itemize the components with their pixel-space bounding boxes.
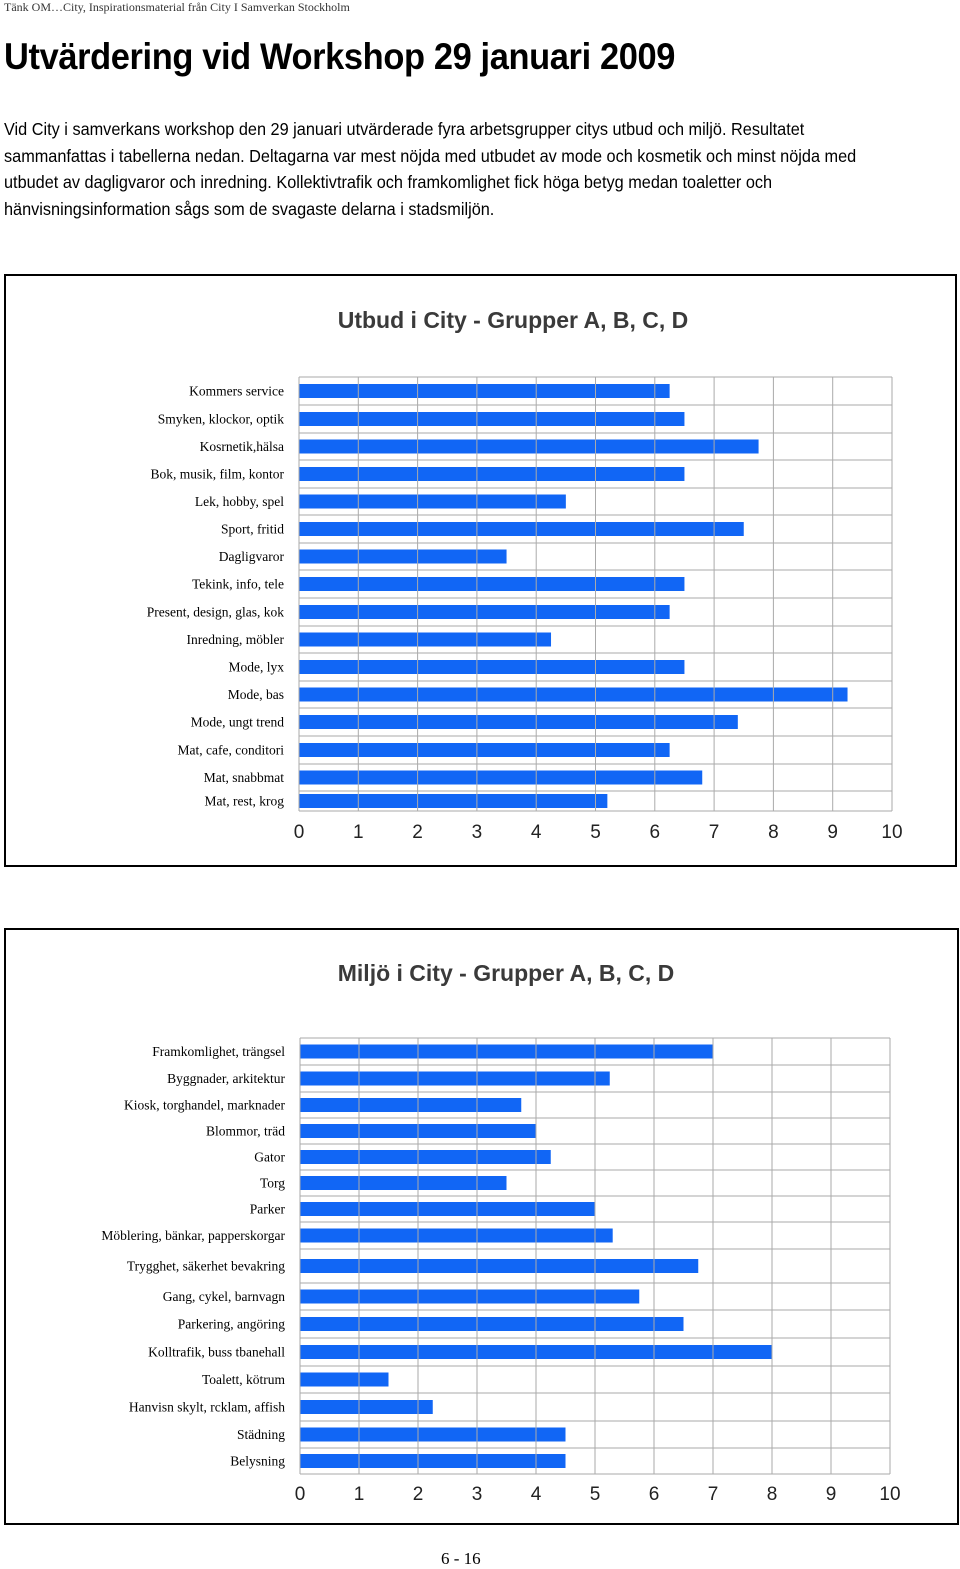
- bar: [300, 1289, 640, 1304]
- intro-line: utbudet av dagligvaror och inredning. Ko…: [4, 172, 773, 193]
- intro-line: sammanfattas i tabellerna nedan. Deltaga…: [4, 145, 857, 166]
- category-label: Mode, lyx: [229, 660, 285, 675]
- bar: [300, 1228, 613, 1243]
- bar: [299, 577, 685, 591]
- chart-frame-utbud: Utbud i City - Grupper A, B, C, D Kommers…: [4, 274, 957, 867]
- chart-frame-miljo: Miljö i City - Grupper A, B, C, D Framkom…: [4, 928, 959, 1525]
- category-label: Dagligvaror: [219, 549, 285, 564]
- x-tick-label: 8: [767, 1484, 778, 1505]
- x-tick-label: 10: [881, 822, 902, 843]
- category-label: Byggnader, arkitektur: [167, 1071, 285, 1086]
- category-label: Smyken, klockor, optik: [158, 412, 284, 427]
- intro-line: hänvisningsinformation sågs som de svaga…: [4, 199, 495, 220]
- x-tick-label: 7: [709, 822, 720, 843]
- bar: [299, 794, 608, 808]
- bar: [299, 494, 566, 509]
- bar: [299, 439, 759, 454]
- bar: [299, 715, 738, 729]
- category-label: Tekink, info, tele: [192, 577, 284, 592]
- bar: [299, 660, 685, 674]
- bar: [300, 1071, 610, 1086]
- bar: [299, 605, 670, 619]
- category-label: Mode, bas: [228, 687, 284, 702]
- bar: [299, 770, 703, 785]
- bar: [299, 412, 685, 426]
- bar: [300, 1317, 684, 1331]
- category-label: Kolltrafik, buss tbanehall: [148, 1345, 285, 1360]
- bar: [300, 1400, 433, 1414]
- category-label: Mode, ungt trend: [191, 715, 285, 730]
- category-label: Toalett, kötrum: [202, 1372, 286, 1387]
- category-label: Mat, cafe, conditori: [178, 743, 285, 758]
- category-label: Parker: [250, 1202, 286, 1217]
- category-label: Städning: [237, 1427, 285, 1442]
- category-label: Present, design, glas, kok: [147, 605, 284, 620]
- chart-title: Miljö i City - Grupper A, B, C, D: [338, 960, 675, 986]
- x-tick-label: 9: [827, 822, 838, 843]
- x-tick-label: 3: [472, 1484, 483, 1505]
- x-tick-label: 5: [590, 822, 601, 843]
- bar: [299, 687, 848, 702]
- category-label: Inredning, möbler: [187, 632, 285, 647]
- bar: [299, 467, 685, 481]
- x-tick-label: 4: [531, 1484, 542, 1505]
- category-label: Belysning: [230, 1454, 285, 1469]
- bar: [300, 1427, 566, 1442]
- x-tick-label: 6: [650, 822, 661, 843]
- category-label: Gang, cykel, barnvagn: [163, 1289, 285, 1304]
- category-label: Kommers service: [189, 384, 284, 399]
- category-label: Blommor, träd: [206, 1124, 285, 1139]
- bar: [300, 1259, 699, 1273]
- running-header: Tänk OM…City, Inspirationsmaterial från …: [4, 0, 350, 14]
- x-tick-label: 3: [472, 822, 483, 843]
- intro-line: Vid City i samverkans workshop den 29 ja…: [4, 119, 805, 139]
- category-label: Lek, hobby, spel: [195, 494, 284, 509]
- category-label: Mat, snabbmat: [204, 770, 284, 785]
- bar: [299, 384, 670, 398]
- x-tick-label: 0: [295, 1484, 306, 1505]
- bar: [299, 743, 670, 757]
- chart-miljo: Miljö i City - Grupper A, B, C, D Framkom…: [101, 960, 900, 1505]
- x-tick-label: 9: [826, 1484, 837, 1505]
- category-label: Kosrnetik,hälsa: [200, 439, 284, 454]
- bar: [299, 549, 507, 564]
- category-label: Hanvisn skylt, rcklam, affish: [129, 1400, 285, 1415]
- x-tick-label: 6: [649, 1484, 660, 1505]
- category-label: Mat, rest, krog: [205, 794, 285, 809]
- page-title: Utvärdering vid Workshop 29 januari 2009: [4, 36, 676, 77]
- category-label: Framkomlighet, trängsel: [152, 1044, 285, 1059]
- bar: [300, 1150, 551, 1164]
- category-label: Gator: [254, 1150, 285, 1165]
- bar: [300, 1372, 389, 1387]
- x-tick-label: 2: [412, 822, 423, 843]
- x-tick-label: 1: [354, 1484, 365, 1505]
- category-label: Bok, musik, film, kontor: [150, 467, 284, 482]
- x-tick-label: 1: [353, 822, 364, 843]
- x-tick-label: 2: [413, 1484, 424, 1505]
- x-tick-label: 4: [531, 822, 542, 843]
- bar: [300, 1044, 713, 1059]
- category-label: Trygghet, säkerhet bevakring: [127, 1259, 285, 1274]
- x-tick-label: 0: [294, 822, 305, 843]
- category-label: Parkering, angöring: [178, 1317, 285, 1332]
- category-label: Kiosk, torghandel, marknader: [124, 1098, 285, 1113]
- bar: [300, 1098, 522, 1112]
- category-label: Sport, fritid: [221, 522, 284, 537]
- page-number: 6 - 16: [441, 1549, 481, 1568]
- category-label: Möblering, bänkar, papperskorgar: [101, 1228, 285, 1243]
- chart-utbud: Utbud i City - Grupper A, B, C, D Kommers…: [147, 307, 903, 843]
- x-tick-label: 5: [590, 1484, 601, 1505]
- bar: [300, 1176, 507, 1190]
- bar: [300, 1454, 566, 1468]
- bar: [299, 522, 744, 536]
- bar: [300, 1202, 595, 1216]
- x-tick-label: 8: [768, 822, 779, 843]
- x-tick-label: 10: [879, 1484, 900, 1505]
- x-tick-label: 7: [708, 1484, 719, 1505]
- category-label: Torg: [260, 1176, 285, 1191]
- bar: [299, 632, 552, 647]
- intro-paragraph: Vid City i samverkans workshop den 29 ja…: [4, 116, 934, 223]
- chart-title: Utbud i City - Grupper A, B, C, D: [338, 307, 689, 333]
